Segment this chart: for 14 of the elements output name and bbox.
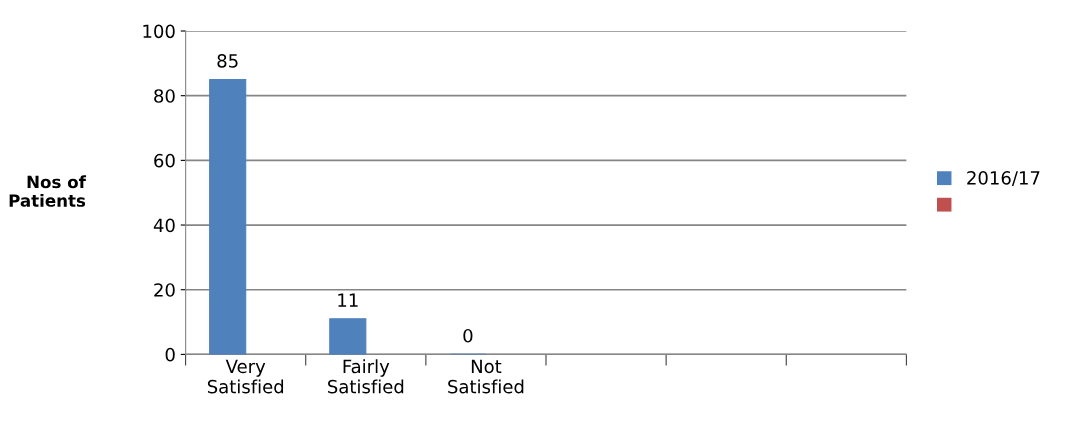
y-axis-title: Nos of Patients: [9, 175, 87, 207]
x-tick-label: Very Satisfied: [207, 359, 284, 394]
y-tick-label: 0: [165, 347, 175, 362]
legend-label: 2016/17: [967, 171, 1040, 187]
data-label: 85: [217, 54, 238, 68]
y-tick-label: 80: [154, 89, 175, 103]
y-tick-label: 20: [154, 283, 175, 297]
y-tick-label: 100: [143, 24, 175, 39]
y-tick-label: 40: [153, 218, 175, 233]
x-tick-label: Not Satisfied: [448, 359, 524, 394]
x-tick-label: Fairly Satisfied: [328, 359, 404, 394]
data-label: 0: [463, 328, 473, 343]
y-tick-label: 60: [154, 153, 175, 168]
data-label: 11: [338, 293, 358, 307]
